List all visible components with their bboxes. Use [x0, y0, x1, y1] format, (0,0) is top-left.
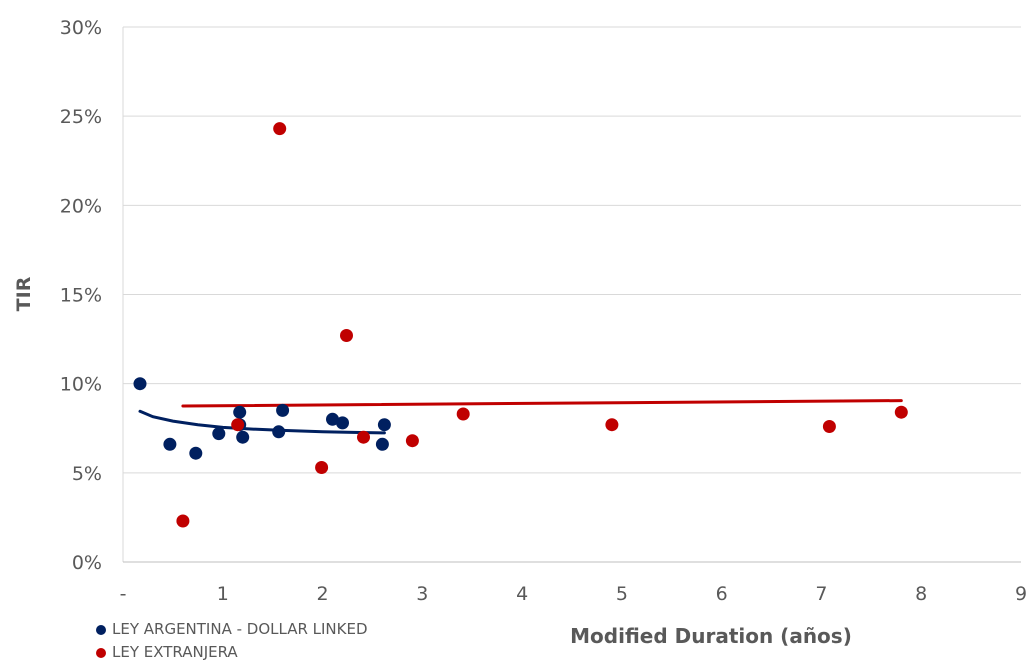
data-point-series-1: [236, 430, 250, 444]
data-point-series-1: [233, 405, 247, 419]
data-point-series-2: [273, 122, 287, 136]
data-point-series-1: [326, 412, 339, 426]
axes: [122, 27, 1021, 563]
y-axis-title: TIR: [13, 276, 35, 311]
data-point-series-2: [357, 430, 370, 444]
data-point-series-2: [894, 405, 908, 419]
data-points: [133, 122, 908, 528]
data-point-series-2: [315, 461, 329, 474]
x-tick-labels: - 1 2 3 4 5 6 7 8 9: [120, 583, 1026, 605]
legend-item-argentina: LEY ARGENTINA - DOLLAR LINKED: [96, 618, 368, 641]
x-tick-label: -: [120, 583, 127, 605]
x-tick-label: 2: [317, 583, 329, 605]
y-tick-label: 15%: [60, 285, 102, 307]
legend-marker-argentina: [96, 624, 106, 635]
y-tick-label: 5%: [72, 463, 102, 485]
x-axis-title: Modified Duration (años): [570, 624, 852, 648]
x-tick-label: 6: [716, 583, 728, 605]
legend-label-extranjera: LEY EXTRANJERA: [112, 643, 238, 661]
y-tick-label: 10%: [60, 374, 102, 396]
x-tick-label: 1: [217, 583, 229, 605]
data-point-series-1: [212, 427, 226, 441]
x-tick-label: 4: [516, 583, 528, 605]
legend-marker-extranjera: [96, 647, 106, 658]
legend-label-argentina: LEY ARGENTINA - DOLLAR LINKED: [112, 620, 368, 638]
x-tick-label: 5: [616, 583, 628, 605]
x-tick-label: 3: [416, 583, 428, 605]
legend: LEY ARGENTINA - DOLLAR LINKED LEY EXTRAN…: [96, 618, 368, 664]
data-point-series-1: [133, 377, 147, 391]
data-point-series-1: [189, 446, 203, 460]
data-point-series-2: [231, 418, 245, 432]
y-tick-label: 0%: [72, 552, 102, 574]
y-tick-label: 30%: [60, 17, 102, 39]
data-point-series-2: [340, 329, 353, 342]
data-point-series-1: [375, 437, 389, 451]
data-point-series-2: [456, 407, 470, 421]
y-tick-labels: 0% 5% 10% 15% 20% 25% 30%: [60, 17, 102, 574]
data-point-series-2: [405, 434, 419, 448]
data-point-series-1: [272, 425, 286, 439]
x-tick-label: 9: [1015, 583, 1026, 605]
x-tick-label: 8: [915, 583, 927, 605]
gridlines: [123, 26, 1021, 474]
y-tick-label: 20%: [60, 195, 102, 217]
data-point-series-1: [377, 418, 391, 432]
trendlines: [138, 399, 903, 435]
trendline-series-2: [181, 399, 903, 408]
data-point-series-1: [276, 403, 290, 417]
data-point-series-2: [605, 418, 619, 432]
data-point-series-1: [336, 416, 349, 430]
data-point-series-1: [163, 437, 177, 451]
legend-item-extranjera: LEY EXTRANJERA: [96, 641, 368, 664]
data-point-series-2: [822, 420, 836, 433]
x-tick-label: 7: [815, 583, 827, 605]
data-point-series-2: [176, 514, 190, 528]
y-tick-label: 25%: [60, 106, 102, 128]
